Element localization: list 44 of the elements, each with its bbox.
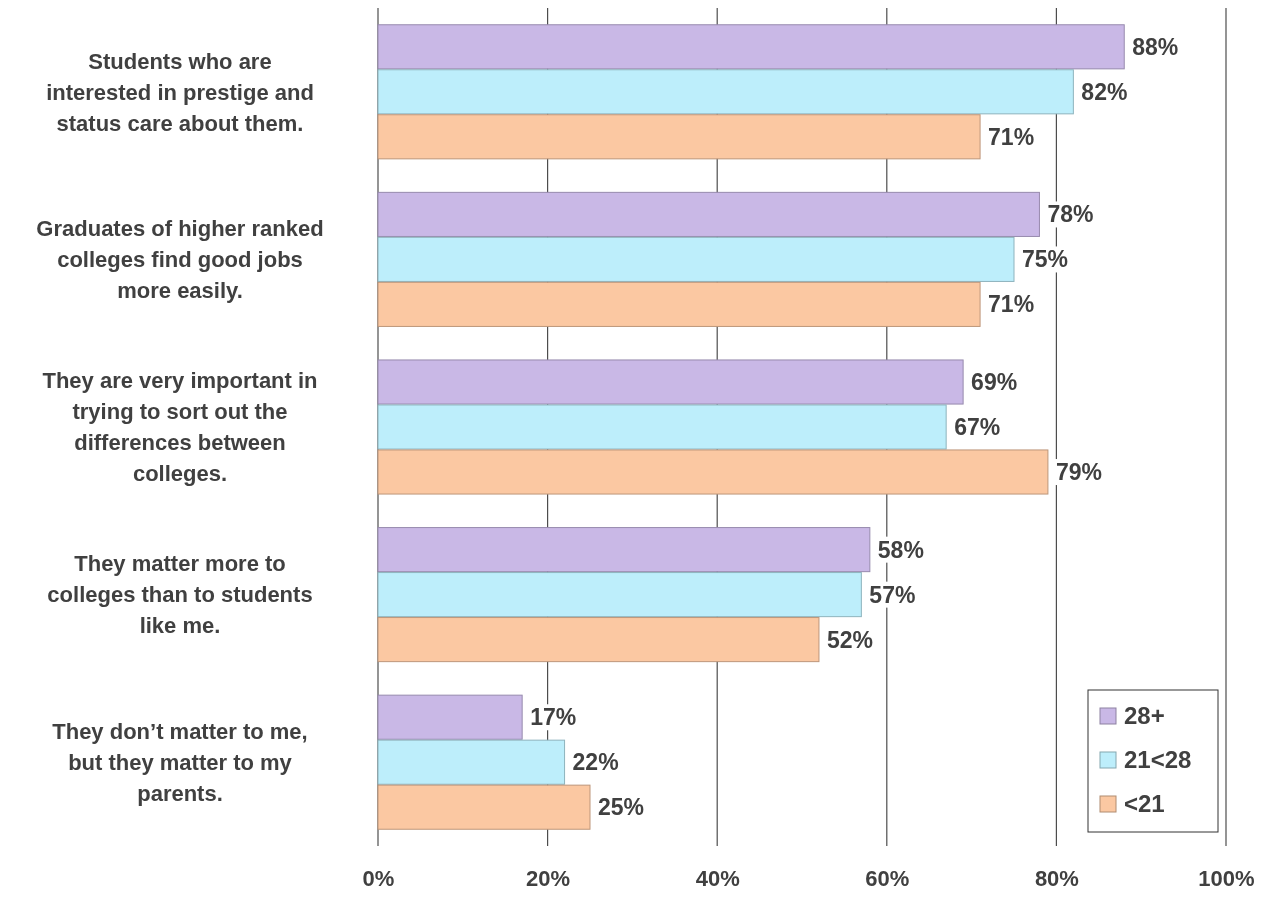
bar: [377, 617, 820, 663]
bar: [377, 572, 862, 618]
bar: [377, 527, 871, 573]
x-tick-label: 60%: [865, 865, 910, 891]
bar: [377, 236, 1015, 282]
legend-label: <21: [1124, 790, 1165, 818]
data-label: 82%: [1081, 78, 1128, 105]
bar: [377, 784, 591, 830]
bar: [377, 694, 523, 740]
bar: [377, 69, 1074, 115]
y-tick-label: They don’t matter to me, but they matter to my parents.: [52, 718, 308, 806]
data-label: 67%: [954, 414, 1001, 441]
data-label: 78%: [1047, 201, 1094, 228]
data-label: 25%: [598, 794, 645, 821]
data-label: 22%: [572, 749, 619, 776]
y-tick-label: They are very important in trying to sort out the differences between colleges.: [42, 368, 318, 487]
data-label: 79%: [1055, 459, 1102, 486]
y-tick-label: Students who are interested in prestige and status care about them.: [46, 48, 314, 136]
data-label: 17%: [530, 704, 577, 731]
bar: [377, 114, 981, 160]
bar: [377, 449, 1049, 495]
data-label: 58%: [877, 536, 924, 563]
x-tick-label: 40%: [695, 865, 740, 891]
data-label: 57%: [869, 581, 916, 608]
x-tick-label: 20%: [526, 865, 571, 891]
legend-label: 21<28: [1124, 746, 1192, 774]
x-tick-label: 80%: [1034, 865, 1079, 891]
data-label: 69%: [971, 369, 1018, 396]
x-tick-label: 0%: [362, 865, 395, 891]
data-label: 88%: [1132, 33, 1179, 60]
data-label: 71%: [988, 123, 1035, 150]
x-tick-label: 100%: [1198, 865, 1255, 891]
bar: [377, 24, 1125, 70]
y-tick-label: They matter more to colleges than to students like me.: [47, 551, 313, 639]
data-label: 52%: [826, 626, 874, 653]
bar: [377, 191, 1040, 237]
data-label: 75%: [1022, 246, 1069, 273]
bar: [377, 739, 566, 785]
bar: [377, 404, 947, 450]
bar: [377, 359, 964, 405]
legend-label: 28+: [1124, 702, 1165, 730]
data-label: 71%: [988, 291, 1035, 318]
bar: [377, 281, 981, 327]
y-tick-label: Graduates of higher ranked colleges find good jobs more easily.: [36, 216, 324, 304]
